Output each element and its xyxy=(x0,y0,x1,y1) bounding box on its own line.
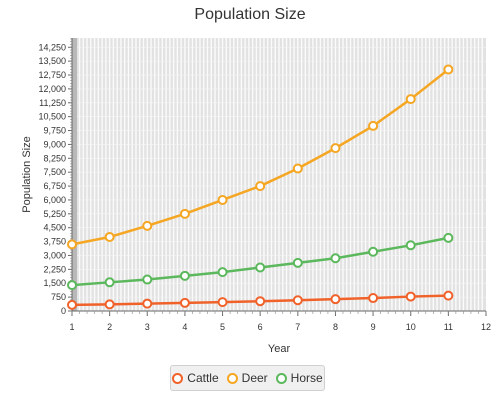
y-tick-label: 8,250 xyxy=(43,153,66,163)
x-tick-label: 10 xyxy=(406,322,416,332)
plot-left-strip xyxy=(72,38,77,311)
legend-marker-horse xyxy=(275,372,287,384)
y-tick-label: 1,500 xyxy=(43,278,66,288)
x-tick-label: 12 xyxy=(481,322,491,332)
legend-label-cattle: Cattle xyxy=(187,371,219,385)
y-tick-label: 7,500 xyxy=(43,167,66,177)
data-point-deer xyxy=(255,181,266,192)
legend-item-deer: Deer xyxy=(226,371,268,385)
x-tick-label: 2 xyxy=(107,322,112,332)
data-point-deer xyxy=(330,143,341,154)
data-point-cattle xyxy=(330,294,341,305)
y-tick-label: 12,000 xyxy=(38,84,66,94)
data-point-horse xyxy=(405,240,416,251)
y-tick-label: 14,250 xyxy=(38,42,66,52)
data-point-cattle xyxy=(217,297,228,308)
y-tick-label: 9,750 xyxy=(43,126,66,136)
y-tick-label: 11,250 xyxy=(39,98,66,108)
data-point-cattle xyxy=(104,299,115,310)
data-point-cattle xyxy=(368,293,379,304)
data-point-horse xyxy=(179,270,190,281)
legend-item-horse: Horse xyxy=(275,371,323,385)
y-tick-label: 9,000 xyxy=(43,139,66,149)
data-point-cattle xyxy=(179,297,190,308)
y-tick-label: 12,750 xyxy=(38,70,66,80)
legend-marker-cattle xyxy=(172,372,184,384)
data-point-horse xyxy=(104,277,115,288)
data-point-horse xyxy=(330,253,341,264)
legend-item-cattle: Cattle xyxy=(172,371,219,385)
data-point-horse xyxy=(217,267,228,278)
data-point-cattle xyxy=(67,299,77,310)
y-tick-label: 6,750 xyxy=(43,181,66,191)
data-point-deer xyxy=(217,194,228,205)
legend-label-horse: Horse xyxy=(290,371,323,385)
y-tick-label: 13,500 xyxy=(38,56,66,66)
data-point-deer xyxy=(443,64,454,75)
data-point-deer xyxy=(292,163,303,174)
data-point-cattle xyxy=(142,298,153,309)
data-point-deer xyxy=(368,120,379,131)
x-tick-label: 4 xyxy=(182,322,187,332)
data-point-cattle xyxy=(443,290,454,301)
y-tick-label: 750 xyxy=(51,292,66,302)
x-tick-label: 3 xyxy=(145,322,150,332)
data-point-deer xyxy=(104,231,115,242)
y-tick-label: 3,000 xyxy=(43,250,66,260)
data-point-horse xyxy=(67,280,77,291)
x-tick-label: 7 xyxy=(295,322,300,332)
y-tick-label: 10,500 xyxy=(38,112,66,122)
data-point-deer xyxy=(179,208,190,219)
y-tick-label: 6,000 xyxy=(43,195,66,205)
data-point-horse xyxy=(443,232,454,243)
data-point-horse xyxy=(368,246,379,257)
data-point-cattle xyxy=(405,291,416,302)
x-tick-label: 8 xyxy=(333,322,338,332)
y-tick-label: 5,250 xyxy=(43,209,66,219)
data-point-horse xyxy=(292,257,303,268)
data-point-horse xyxy=(142,274,153,285)
data-point-deer xyxy=(405,94,416,105)
x-tick-label: 9 xyxy=(371,322,376,332)
legend-label-deer: Deer xyxy=(241,371,268,385)
legend: Cattle Deer Horse xyxy=(170,365,325,391)
y-axis-title: Population Size xyxy=(21,136,33,212)
x-tick-label: 5 xyxy=(220,322,225,332)
data-point-horse xyxy=(255,262,266,273)
y-tick-label: 2,250 xyxy=(43,264,66,274)
y-tick-label: 0 xyxy=(61,306,66,316)
data-point-deer xyxy=(142,220,153,231)
y-tick-label: 4,500 xyxy=(43,223,66,233)
data-point-cattle xyxy=(255,296,266,307)
x-axis-title: Year xyxy=(268,343,291,355)
data-point-deer xyxy=(67,239,77,250)
y-tick-label: 3,750 xyxy=(43,237,66,247)
chart-title: Population Size xyxy=(194,6,306,23)
data-point-cattle xyxy=(292,295,303,306)
x-tick-label: 11 xyxy=(444,322,453,332)
legend-marker-deer xyxy=(226,372,238,384)
x-tick-label: 6 xyxy=(258,322,263,332)
x-tick-label: 1 xyxy=(69,322,74,332)
